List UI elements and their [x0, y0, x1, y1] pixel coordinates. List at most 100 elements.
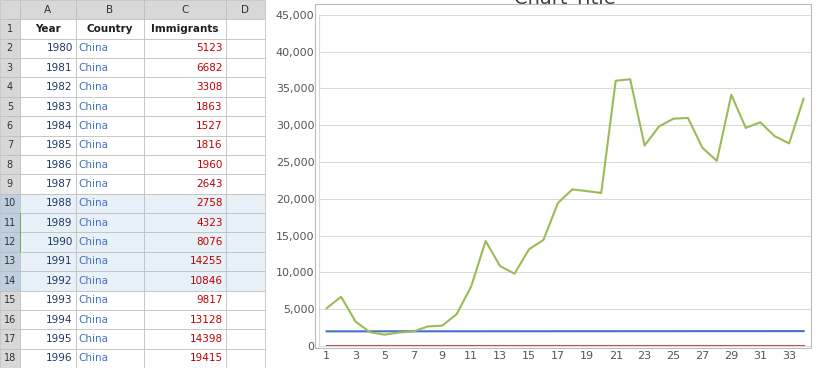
FancyBboxPatch shape [75, 233, 144, 252]
Text: 3: 3 [7, 63, 13, 73]
Country [524, 344, 534, 348]
Text: 1988: 1988 [46, 198, 73, 208]
Year [785, 329, 794, 333]
Text: China: China [79, 315, 109, 325]
Year [394, 329, 404, 333]
Immigrants [698, 146, 708, 150]
Year [509, 329, 519, 333]
Immigrants [596, 191, 606, 195]
FancyBboxPatch shape [75, 213, 144, 233]
Country [698, 344, 708, 348]
Immigrants [611, 78, 621, 83]
FancyBboxPatch shape [20, 233, 75, 252]
Year [770, 329, 780, 333]
FancyBboxPatch shape [144, 252, 226, 271]
Text: 1989: 1989 [46, 218, 73, 228]
FancyBboxPatch shape [226, 213, 265, 233]
Text: 13: 13 [4, 256, 16, 266]
Immigrants [466, 284, 476, 289]
Text: China: China [79, 82, 109, 92]
FancyBboxPatch shape [0, 271, 20, 290]
Text: China: China [79, 218, 109, 228]
FancyBboxPatch shape [0, 290, 20, 310]
FancyBboxPatch shape [226, 310, 265, 329]
Year [481, 329, 491, 333]
Text: 5: 5 [7, 102, 13, 112]
Text: China: China [79, 179, 109, 189]
Country [741, 344, 751, 348]
Text: 12: 12 [3, 237, 16, 247]
Text: 1985: 1985 [46, 140, 73, 150]
FancyBboxPatch shape [226, 174, 265, 194]
Text: 14255: 14255 [190, 256, 223, 266]
FancyBboxPatch shape [0, 116, 20, 135]
FancyBboxPatch shape [20, 20, 75, 39]
FancyBboxPatch shape [0, 252, 20, 271]
FancyBboxPatch shape [0, 155, 20, 174]
Country [785, 344, 794, 348]
FancyBboxPatch shape [0, 58, 20, 78]
FancyBboxPatch shape [226, 0, 265, 20]
FancyBboxPatch shape [20, 116, 75, 135]
FancyBboxPatch shape [75, 97, 144, 116]
Immigrants [423, 324, 432, 329]
FancyBboxPatch shape [75, 310, 144, 329]
Text: China: China [79, 334, 109, 344]
Country [394, 344, 404, 348]
Text: China: China [79, 121, 109, 131]
Year [625, 329, 635, 333]
Immigrants [365, 330, 375, 335]
FancyBboxPatch shape [75, 0, 144, 20]
FancyBboxPatch shape [20, 310, 75, 329]
Immigrants [539, 238, 549, 242]
Country [668, 344, 678, 348]
Text: 17: 17 [3, 334, 16, 344]
FancyBboxPatch shape [226, 194, 265, 213]
FancyBboxPatch shape [20, 233, 21, 252]
FancyBboxPatch shape [226, 329, 265, 348]
FancyBboxPatch shape [75, 271, 144, 290]
Text: China: China [79, 140, 109, 150]
Country [640, 344, 649, 348]
Immigrants [668, 116, 678, 121]
Year [596, 329, 606, 333]
Text: 1863: 1863 [197, 102, 223, 112]
Text: 2: 2 [7, 43, 13, 53]
Year [423, 329, 432, 333]
Text: B: B [106, 5, 113, 15]
Country [654, 344, 664, 348]
Text: China: China [79, 237, 109, 247]
Year [741, 329, 751, 333]
FancyBboxPatch shape [144, 174, 226, 194]
Text: 6682: 6682 [197, 63, 223, 73]
FancyBboxPatch shape [226, 290, 265, 310]
Country [755, 344, 765, 348]
FancyBboxPatch shape [0, 310, 20, 329]
FancyBboxPatch shape [20, 174, 75, 194]
Year [640, 329, 649, 333]
Text: 1: 1 [7, 24, 13, 34]
FancyBboxPatch shape [20, 58, 75, 78]
Text: 16: 16 [4, 315, 16, 325]
FancyBboxPatch shape [144, 39, 226, 58]
Text: 1993: 1993 [46, 295, 73, 305]
Country [611, 344, 621, 348]
Text: China: China [79, 160, 109, 170]
FancyBboxPatch shape [20, 213, 75, 233]
Immigrants [741, 126, 751, 130]
Immigrants [553, 201, 563, 205]
Country [452, 344, 462, 348]
FancyBboxPatch shape [0, 329, 20, 348]
Immigrants [524, 247, 534, 251]
FancyBboxPatch shape [75, 78, 144, 97]
Country [481, 344, 491, 348]
Text: 1984: 1984 [46, 121, 73, 131]
FancyBboxPatch shape [20, 194, 75, 213]
Text: China: China [79, 198, 109, 208]
Text: 1990: 1990 [47, 237, 73, 247]
Text: 8076: 8076 [197, 237, 223, 247]
Country [683, 344, 693, 348]
FancyBboxPatch shape [75, 58, 144, 78]
FancyBboxPatch shape [144, 58, 226, 78]
Text: 4323: 4323 [197, 218, 223, 228]
